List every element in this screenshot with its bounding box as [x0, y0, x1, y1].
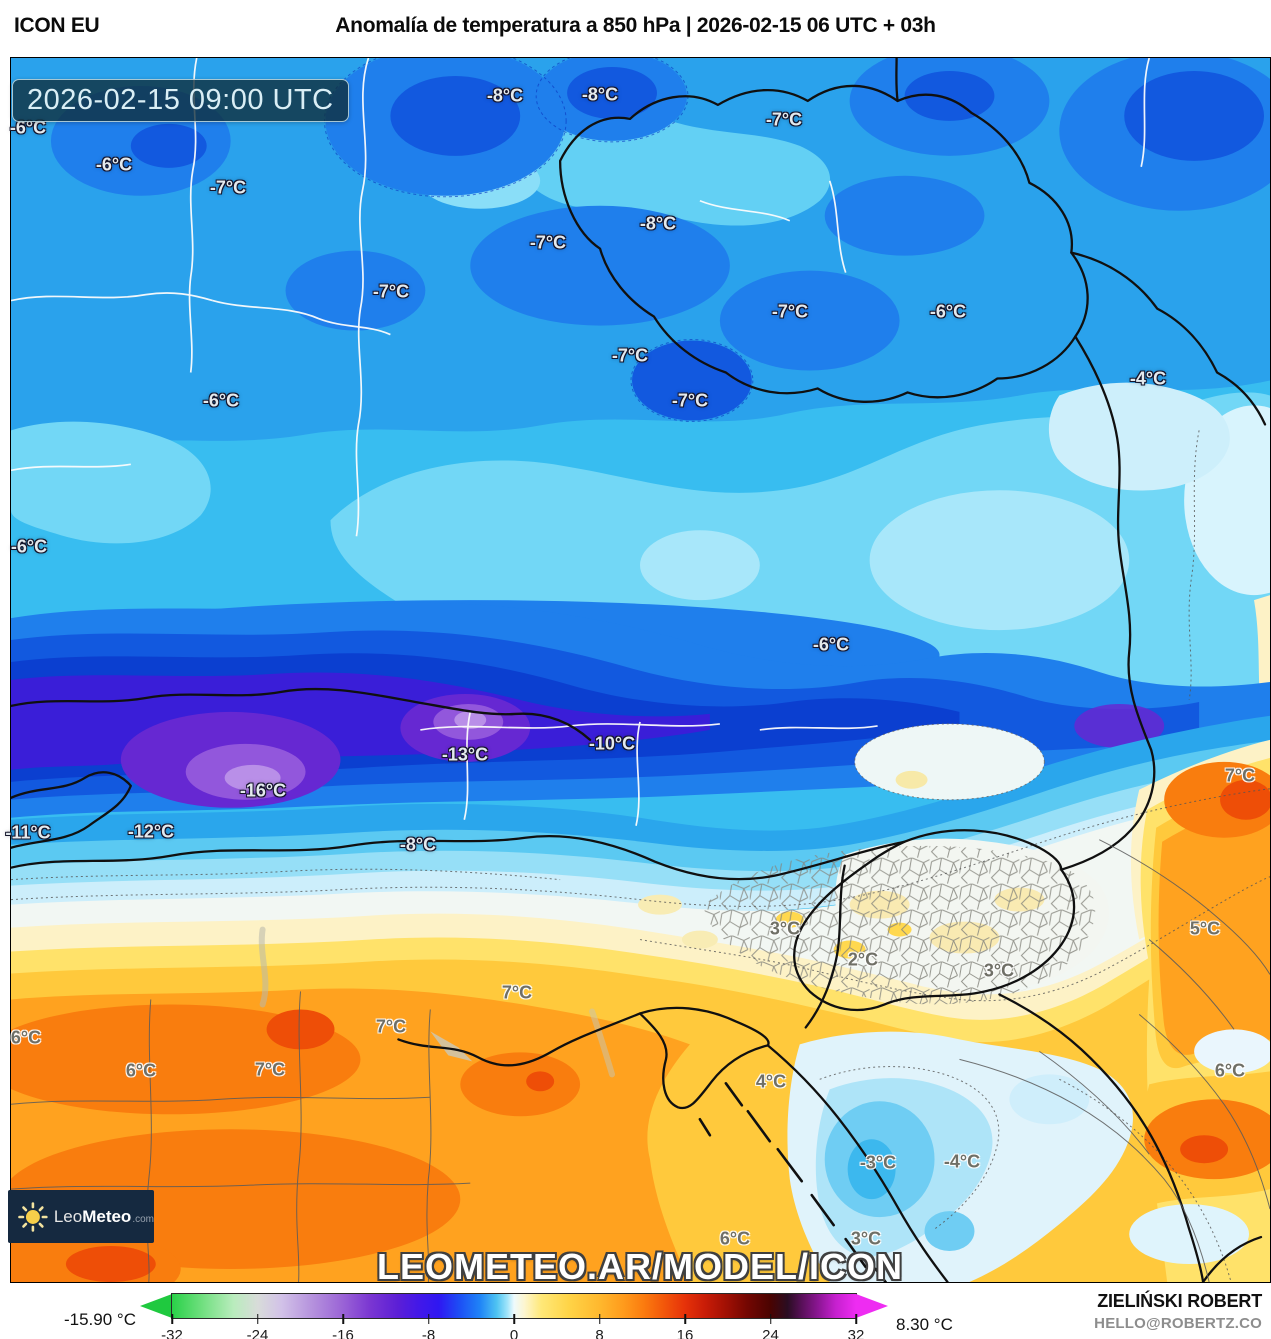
- colorbar-tick: [684, 1314, 686, 1324]
- colorbar-tick-label: 0: [509, 1327, 519, 1339]
- colorbar-tick-label: 24: [762, 1327, 779, 1339]
- colorbar: -32 -24 -16 -8 0 8 16 24 32: [140, 1294, 888, 1339]
- colorbar-left-arrow-icon: [140, 1294, 172, 1318]
- cold-light-regions: [11, 112, 1270, 715]
- cold-deep-blobs: [130, 66, 1265, 421]
- watermark: LEOMETEO.AR/MODEL/ICON: [377, 1246, 903, 1287]
- map-canvas: [11, 58, 1270, 1282]
- timestamp-text: 2026-02-15 09:00 UTC: [27, 84, 334, 116]
- colorbar-tick-label: -24: [246, 1327, 269, 1339]
- author-contact: HELLO@ROBERTZ.CO: [1094, 1315, 1262, 1332]
- colorbar-tick-row: -32 -24 -16 -8 0 8 16 24 32: [161, 1314, 864, 1339]
- page-title: Anomalía de temperatura a 850 hPa | 2026…: [335, 14, 936, 37]
- colorbar-tick-label: -16: [332, 1327, 354, 1339]
- terrain-slivers: [258, 926, 616, 1078]
- author-name: ZIELIŃSKI ROBERT: [1097, 1291, 1262, 1311]
- municipal-borders-pattern: [704, 845, 1096, 1005]
- weather-map: [10, 57, 1271, 1283]
- timestamp-badge: 2026-02-15 09:00 UTC: [12, 79, 349, 122]
- colorbar-tick-label: -32: [161, 1327, 183, 1339]
- contour-dashed-lines: [11, 430, 1270, 1282]
- cool-patch-southeast: [787, 1029, 1270, 1282]
- colorbar-tick: [427, 1314, 430, 1324]
- colorbar-tick: [769, 1314, 772, 1324]
- colorbar-right-arrow-icon: [856, 1294, 888, 1318]
- header-bar: ICON EU Anomalía de temperatura a 850 hP…: [0, 0, 1271, 57]
- colorbar-tick-label: 8: [595, 1327, 604, 1339]
- footer-bar: -15.90 °C -32 -24 -16 -8 0 8 16 24 32 8.30 °C ZI…: [0, 1283, 1271, 1339]
- colorbar-tick: [598, 1314, 601, 1324]
- country-borders: [11, 58, 1267, 1282]
- colorbar-tick: [855, 1314, 857, 1324]
- colorbar-min-label: -15.90 °C: [63, 1310, 136, 1329]
- colorbar-max-label: 8.30 °C: [896, 1315, 953, 1334]
- colorbar-tick-label: 16: [676, 1327, 694, 1339]
- colorbar-tick: [256, 1314, 259, 1324]
- province-borders: [11, 839, 1270, 1282]
- colorbar-tick: [342, 1314, 344, 1324]
- leometeo-logo: LeoMeteo.com: [8, 1190, 154, 1243]
- warm-regions: [11, 739, 1270, 1282]
- model-name: ICON EU: [14, 14, 100, 37]
- brand-text: LeoMeteo.com: [53, 1206, 154, 1226]
- colorbar-tick-label: -8: [421, 1327, 436, 1339]
- sun-icon: [18, 1201, 48, 1232]
- coastline-islands: [698, 1082, 887, 1282]
- colorbar-tick: [171, 1314, 173, 1324]
- colorbar-tick: [513, 1314, 515, 1324]
- colorbar-tick-label: 32: [847, 1327, 865, 1339]
